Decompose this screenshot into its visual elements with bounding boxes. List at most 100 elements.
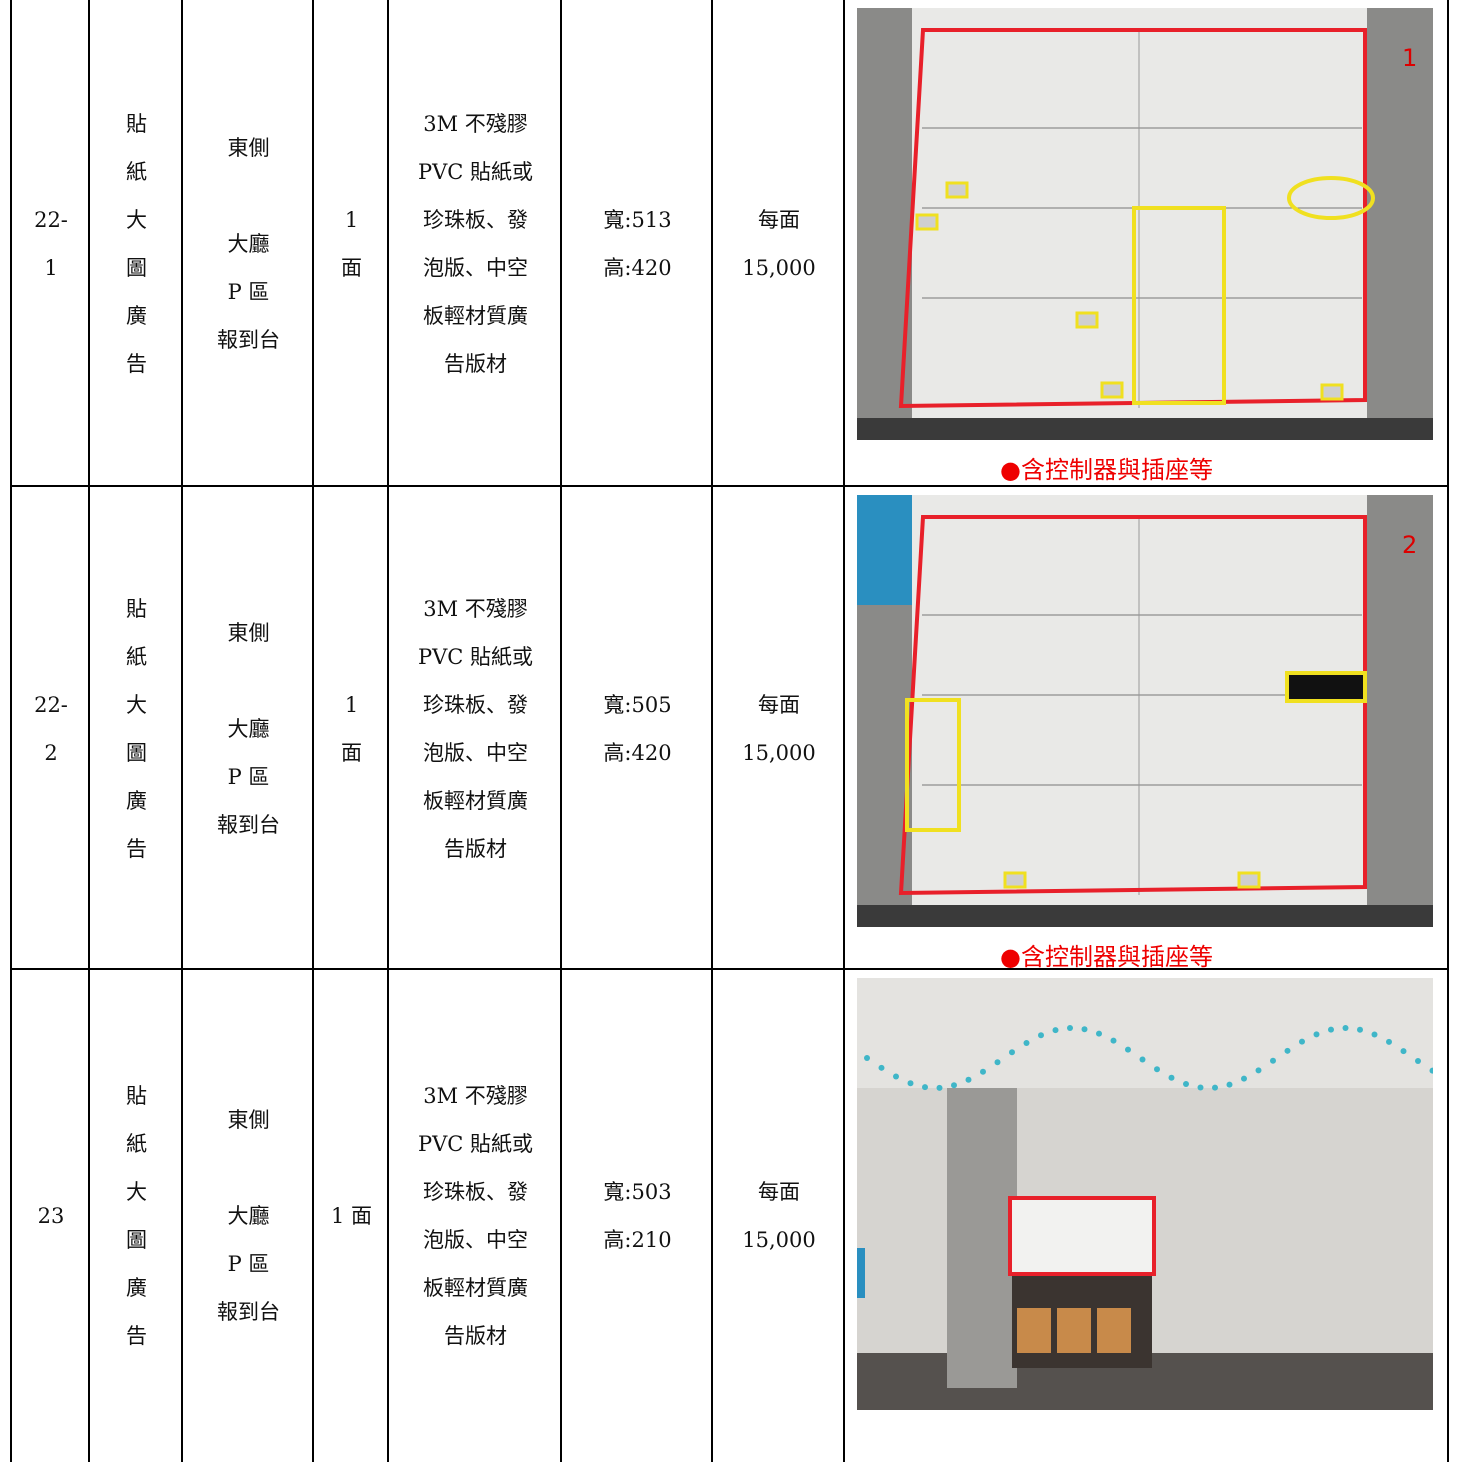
cell-text: 紙 [126,1132,147,1156]
photo-shape [1241,1075,1247,1082]
cell-text: 紙 [126,159,147,184]
cell-text: 板輕材質廣 [423,788,528,813]
cell-text: P 區 [227,279,270,304]
photo-shape [1057,1308,1091,1353]
photo: 2 [857,495,1433,927]
photo-shape [1132,206,1226,405]
cell-text: 報到台 [217,812,280,837]
photo-shape [1415,1058,1421,1065]
cell-text: 東側 [227,135,270,160]
photo-shape [857,418,1433,440]
cell-text: 寬:503 [603,1180,672,1204]
cell-text: 告 [126,836,147,861]
cell-text: 23 [37,1204,65,1228]
cell-text: 珍珠板、發 [423,207,528,232]
photo-shape [1287,176,1375,220]
photo-shape [893,1073,899,1080]
photo-shape [1357,1026,1363,1033]
cell-text: 大 [126,1180,147,1204]
cell-location: 東側 大廳 P 區報到台 [181,485,314,970]
photo-shape [1313,1031,1320,1038]
cell-text: 每面 [758,1180,800,1204]
photo-shape [1097,1308,1131,1353]
photo-shape [1008,1196,1156,1276]
photo-shape [898,28,1367,409]
photo-shape [915,213,939,231]
cell-text: 大 [126,207,147,232]
cell-text: 報到台 [217,327,280,352]
photo-shape [1009,1049,1015,1056]
cell-text: 1 [44,255,58,280]
cell-material: 3M 不殘膠 PVC 貼紙或 珍珠板、發 泡版、中空 板輕材質廣 告版材 [387,0,562,487]
cell-price: 每面 15,000 [711,0,845,487]
photo-shape [1100,381,1124,399]
photo-shape [878,1064,885,1071]
cell-text: 貼 [126,1084,147,1108]
cell-text: 寬:513 [603,207,672,232]
cell-price: 每面 15,000 [711,485,845,970]
cell-photo [843,0,1449,487]
cell-size: 寬:513 高:420 [560,0,713,487]
cell-text: 1 面 [330,1204,373,1228]
cell-quantity: 1 面 [312,968,389,1462]
photo-shape [1429,1067,1433,1074]
cell-text: 東側 [227,1108,270,1132]
cell-text: 大廳 [227,231,270,256]
photo-shape [857,905,1433,927]
cell-text: 板輕材質廣 [423,1276,528,1300]
photo-shape [1270,1057,1276,1064]
photo-shape [857,1248,865,1298]
cell-location: 東側大廳 P 區報到台 [181,0,314,487]
cell-text: 高:420 [603,255,672,280]
photo-shape [1125,1046,1131,1053]
photo-shape [980,1068,986,1075]
cell-text: 紙 [126,644,147,669]
photo-shape [1320,383,1344,401]
photo-shape [1017,1308,1051,1353]
photo-shape [1081,1026,1088,1033]
note: ●含控制器與插座等 [1000,943,1213,971]
note: ●含控制器與插座等 [1000,456,1213,484]
cell-text: 圖 [126,1228,147,1252]
cell-text: 大廳 [227,1204,270,1228]
cell-text: 3M 不殘膠 [423,596,528,621]
photo-shape [1342,1025,1349,1032]
cell-text: 15,000 [742,1228,816,1252]
cell-text: P 區 [227,1252,270,1276]
photo-shape [1067,1025,1073,1032]
cell-text: 高:420 [603,740,672,765]
photo-shape [1038,1032,1044,1039]
cell-text: 高:210 [603,1228,672,1252]
cell-text: 每面 [758,692,800,717]
cell-text: 泡版、中空 [423,740,528,765]
cell-text: 22- [34,692,68,717]
cell-text: 告 [126,351,147,376]
photo-shape [1386,1038,1392,1045]
cell-text: 告 [126,1324,147,1348]
photo-shape [1299,1038,1305,1045]
photo-shape [1052,1027,1059,1034]
cell-text: PVC 貼紙或 [417,1132,534,1156]
cell-size: 寬:505 高:420 [560,485,713,970]
cell-text: 報到台 [217,1300,280,1324]
cell-text: 廣 [126,303,147,328]
photo: 1 [857,8,1433,440]
photo-shape [1096,1030,1102,1037]
cell-text: 廣 [126,788,147,813]
photo-shape [1284,1047,1291,1054]
photo-shape [905,698,961,832]
cell-id: 22- 2 [10,485,90,970]
cell-text: 泡版、中空 [423,1228,528,1252]
cell-text: 每面 [758,207,800,232]
cell-text: 面 [341,255,362,280]
cell-photo [843,485,1449,970]
photo-shape [965,1076,972,1083]
cell-text: PVC 貼紙或 [417,159,534,184]
photo [857,978,1433,1410]
photo-shape [945,181,969,199]
cell-text: 1 [344,692,359,717]
cell-text: 1 [344,207,359,232]
cell-text: 15,000 [742,740,816,765]
